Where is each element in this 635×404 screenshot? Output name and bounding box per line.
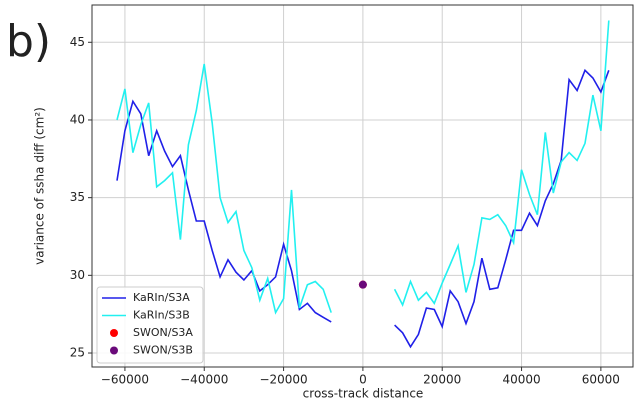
x-tick-label: −20000 [259, 373, 307, 387]
x-tick-label: 0 [359, 373, 367, 387]
legend-box [96, 286, 204, 364]
legend-label: KaRIn/S3A [133, 291, 190, 304]
x-tick-label: −60000 [101, 373, 149, 387]
y-axis-label: variance of ssha diff (cm²) [33, 107, 47, 265]
y-tick-label: 40 [70, 112, 85, 126]
legend-marker [110, 329, 118, 337]
y-tick-label: 35 [70, 190, 85, 204]
scatter-point [358, 280, 367, 289]
x-tick-label: 40000 [502, 373, 540, 387]
x-tick-label: 60000 [582, 373, 620, 387]
y-tick-label: 45 [70, 35, 85, 49]
plot-frame [91, 4, 634, 368]
x-tick-label: 20000 [423, 373, 461, 387]
legend-label: KaRIn/S3B [133, 309, 190, 322]
x-axis-label: cross-track distance [303, 387, 424, 401]
x-tick-label: −40000 [180, 373, 228, 387]
y-tick-label: 25 [70, 346, 85, 360]
series-line [116, 20, 610, 315]
legend-label: SWON/S3A [133, 326, 193, 339]
y-tick-label: 30 [70, 268, 85, 282]
legend-marker [110, 346, 118, 355]
legend-label: SWON/S3B [133, 344, 193, 357]
panel-label: b) [6, 16, 51, 67]
